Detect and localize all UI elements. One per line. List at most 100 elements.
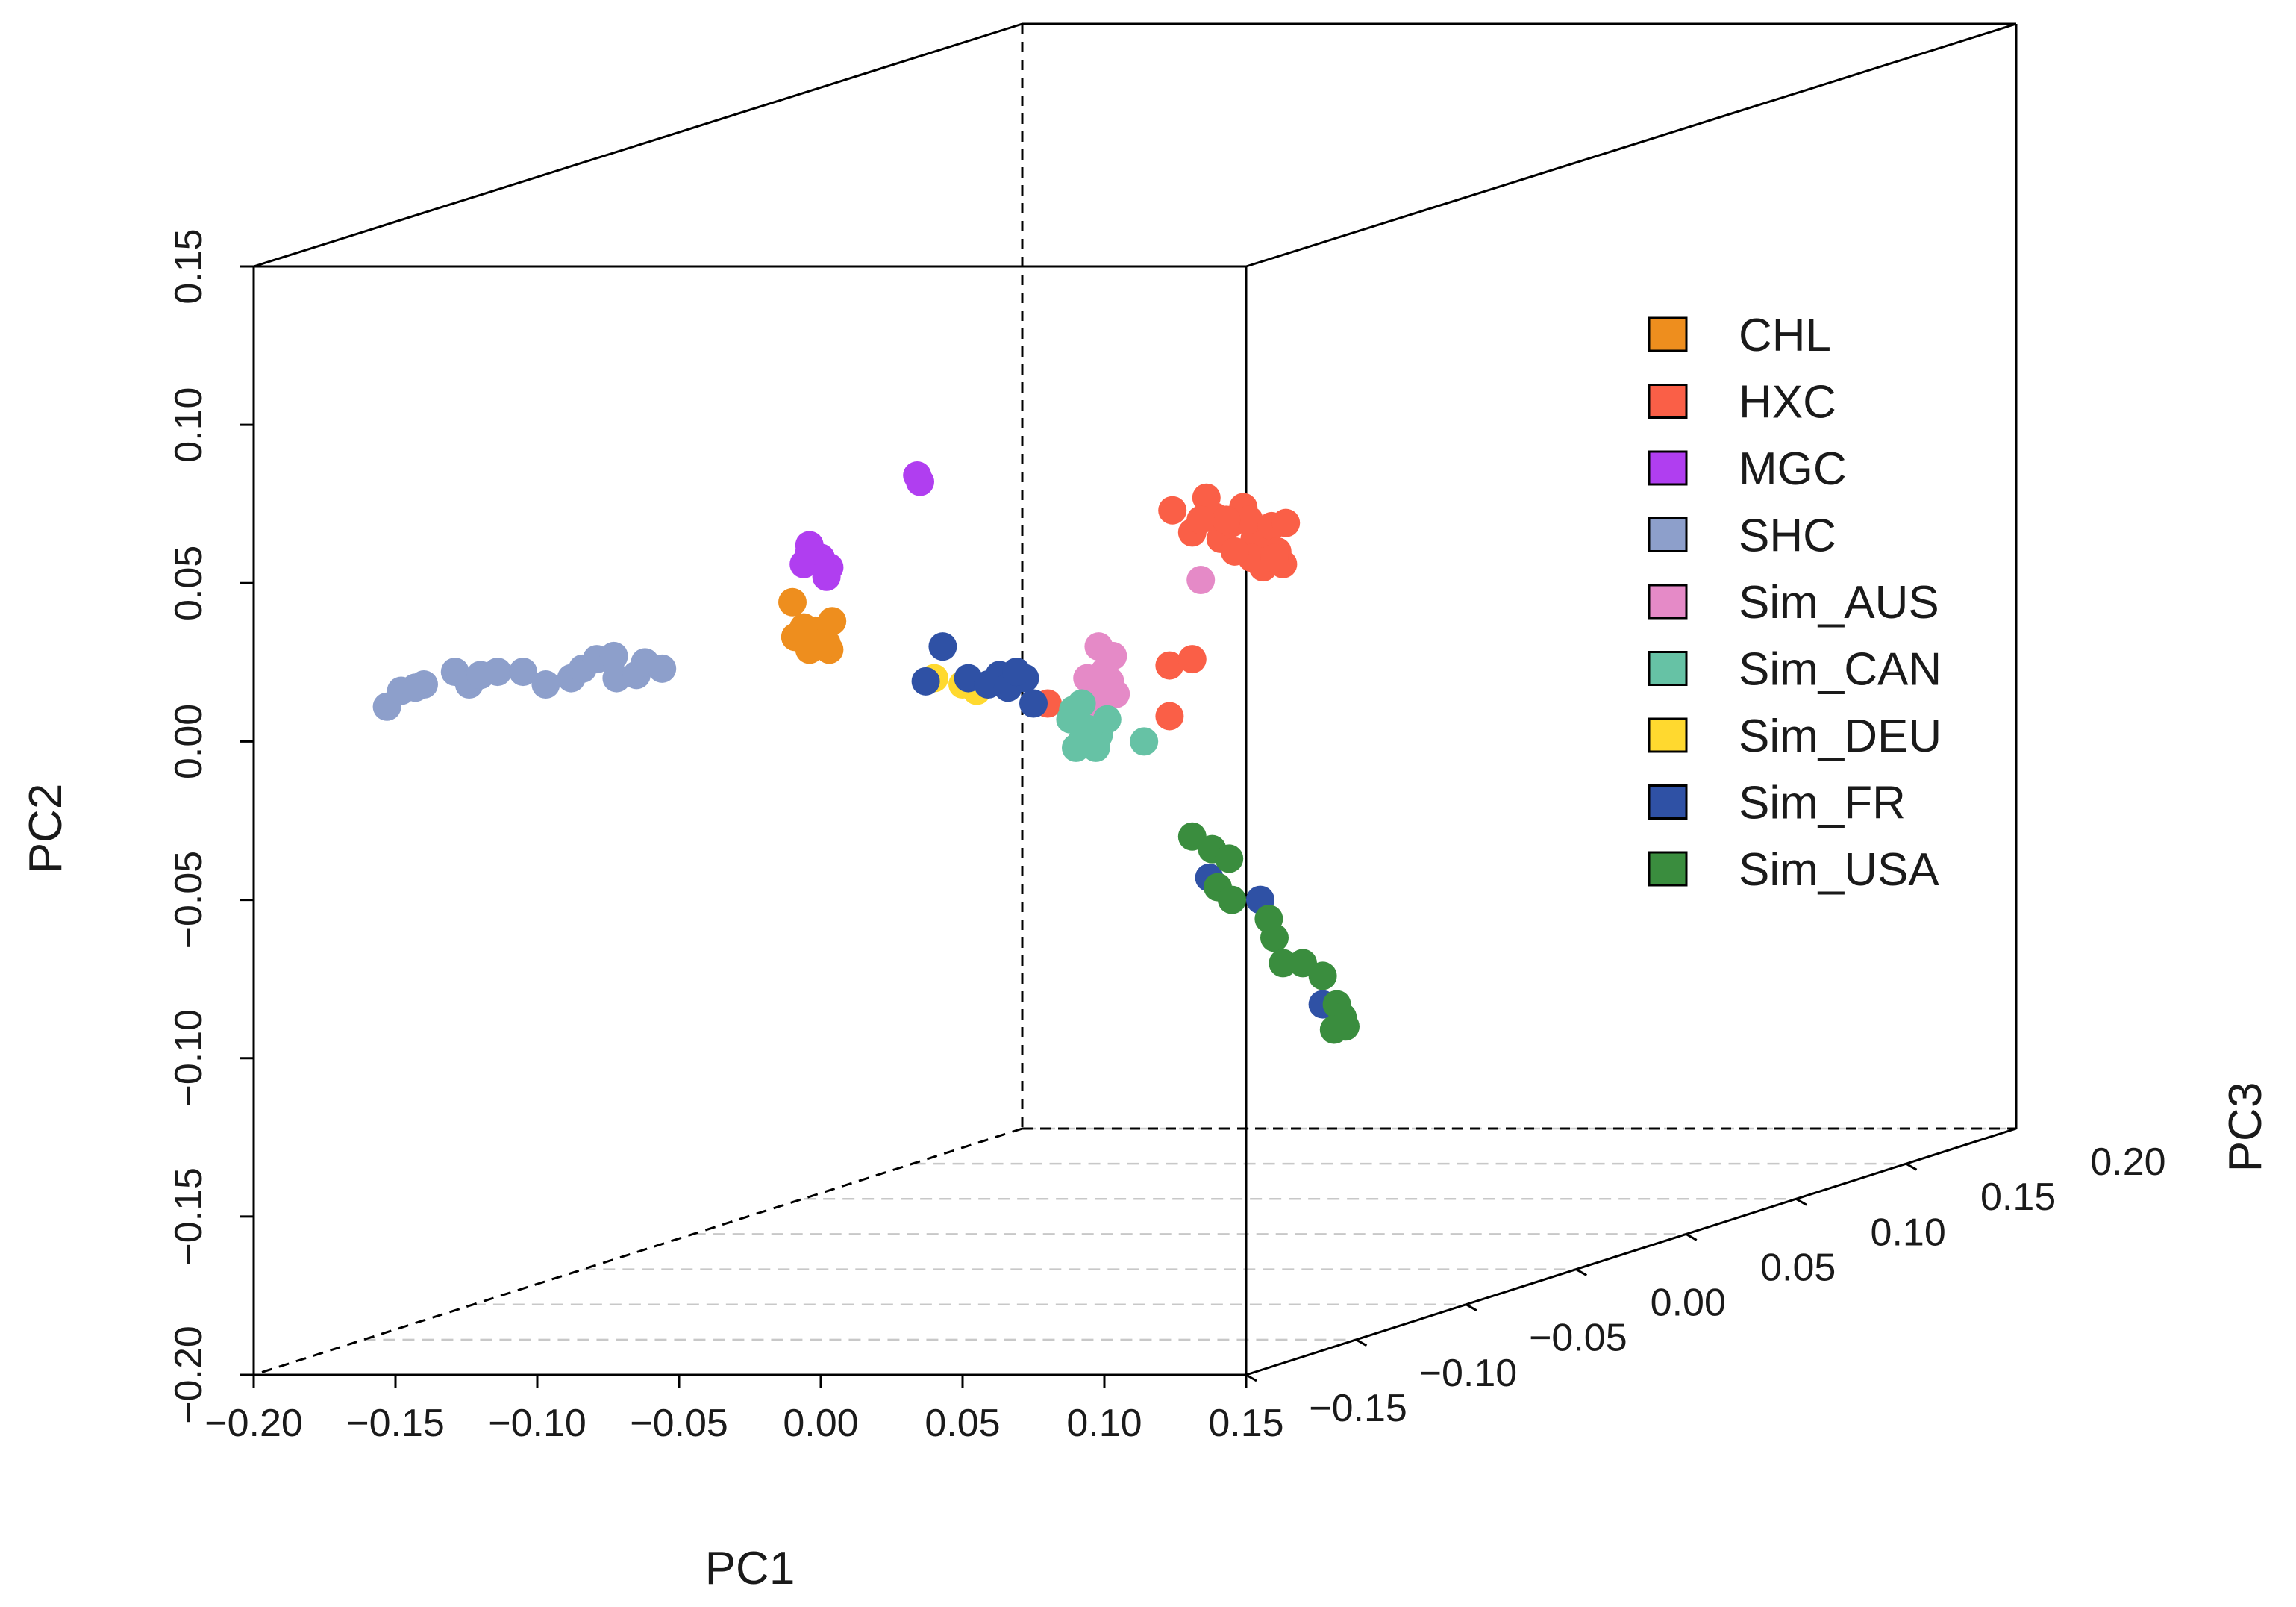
point-mgc xyxy=(812,562,841,591)
z-tick xyxy=(1575,1268,1588,1276)
point-shc xyxy=(599,641,628,670)
x-tick-label: −0.20 xyxy=(204,1402,303,1445)
point-hxc xyxy=(1186,505,1216,534)
z-tick-label: 0.15 xyxy=(1980,1176,2056,1219)
z-tick-label: −0.10 xyxy=(1419,1352,1518,1395)
point-shc xyxy=(483,658,512,687)
z-tick xyxy=(1466,1303,1477,1312)
z-axis-title: PC3 xyxy=(2220,1082,2271,1173)
z-tick xyxy=(1905,1162,1918,1171)
point-sim-can xyxy=(1130,727,1159,756)
point-chl xyxy=(812,628,841,658)
point-sim-aus xyxy=(1084,632,1113,661)
legend-swatch-chl xyxy=(1648,316,1688,352)
point-hxc xyxy=(1234,505,1263,534)
floor-grid xyxy=(363,1127,2016,1341)
z-tick xyxy=(1355,1338,1368,1347)
z-tick-label: 0.20 xyxy=(2090,1140,2165,1184)
point-sim-fr xyxy=(911,667,940,696)
point-sim-can xyxy=(1081,733,1110,762)
top-left-edge xyxy=(253,22,1023,268)
point-hxc xyxy=(1192,483,1221,512)
point-sim-fr xyxy=(928,632,957,661)
legend-label-chl: CHL xyxy=(1739,310,1831,361)
x-tick-label: −0.05 xyxy=(630,1402,728,1445)
y-tick-label: 0.15 xyxy=(167,228,210,304)
x-tick-label: −0.10 xyxy=(488,1402,586,1445)
legend-label-hxc: HXC xyxy=(1739,377,1836,428)
y-tick-label: 0.05 xyxy=(167,546,210,621)
legend-swatch-mgc xyxy=(1648,450,1688,486)
point-sim-can xyxy=(1092,705,1122,734)
legend-swatch-shc xyxy=(1648,517,1688,552)
left-floor-edge xyxy=(253,1127,1023,1376)
x-tick-label: −0.15 xyxy=(346,1402,445,1445)
point-sim-usa xyxy=(1331,1012,1360,1041)
point-sim-usa xyxy=(1308,961,1337,990)
point-sim-aus xyxy=(1186,566,1216,595)
legend-label-sim-aus: Sim_AUS xyxy=(1739,577,1939,628)
legend-label-mgc: MGC xyxy=(1739,443,1847,495)
point-hxc xyxy=(1177,645,1207,674)
point-shc xyxy=(531,670,560,699)
z-tick xyxy=(1685,1233,1698,1241)
front-face xyxy=(252,265,1248,1376)
z-tick-label: −0.15 xyxy=(1309,1387,1407,1430)
y-tick-label: 0.00 xyxy=(167,704,210,779)
z-tick-label: −0.05 xyxy=(1529,1317,1627,1360)
point-sim-fr xyxy=(1002,658,1031,687)
point-hxc xyxy=(1212,505,1241,534)
legend-swatch-sim-deu xyxy=(1648,717,1688,753)
y-tick-label: −0.20 xyxy=(167,1326,210,1424)
legend-label-sim-usa: Sim_USA xyxy=(1739,844,1939,896)
point-shc xyxy=(410,670,438,699)
legend-label-sim-fr: Sim_FR xyxy=(1739,778,1906,829)
point-mgc xyxy=(795,537,824,566)
point-sim-usa xyxy=(1215,844,1244,873)
point-shc xyxy=(509,658,537,687)
legend-label-sim-can: Sim_CAN xyxy=(1739,644,1942,696)
y-tick-label: −0.10 xyxy=(167,1009,210,1108)
point-sim-usa xyxy=(1218,885,1246,914)
pc3-axis: −0.15 −0.10 −0.05 0.00 0.05 0.10 0.15 0.20 xyxy=(1245,1140,2166,1430)
pc2-axis: −0.20 −0.15 −0.10 −0.05 0.00 0.05 0.10 0.15 xyxy=(167,228,254,1424)
y-tick-label: −0.15 xyxy=(167,1167,210,1266)
z-tick xyxy=(1245,1373,1257,1382)
legend-swatch-sim-can xyxy=(1648,651,1688,686)
point-hxc xyxy=(1155,651,1184,680)
point-sim-usa xyxy=(1269,949,1298,978)
z-tick-label: 0.00 xyxy=(1651,1282,1726,1325)
point-chl xyxy=(778,587,807,617)
legend-swatch-hxc xyxy=(1648,384,1688,419)
point-sim-fr xyxy=(1019,689,1048,718)
point-sim-aus xyxy=(1073,664,1102,693)
point-hxc xyxy=(1220,537,1249,566)
point-hxc xyxy=(1260,543,1289,572)
x-tick-label: 0.10 xyxy=(1066,1402,1142,1445)
legend-label-shc: SHC xyxy=(1739,511,1836,562)
back-edges xyxy=(253,24,2016,1376)
point-sim-usa xyxy=(1260,923,1289,952)
legend-swatch-sim-usa xyxy=(1648,851,1688,887)
legend-swatch-sim-fr xyxy=(1648,784,1688,820)
point-shc xyxy=(648,654,677,683)
y-tick-label: −0.05 xyxy=(167,851,210,949)
x-axis-title: PC1 xyxy=(705,1543,795,1594)
pc1-axis: −0.20 −0.15 −0.10 −0.05 0.00 0.05 0.10 0.15 xyxy=(204,1375,1284,1445)
legend-label-sim-deu: Sim_DEU xyxy=(1739,711,1942,762)
point-mgc xyxy=(906,467,934,496)
x-tick-label: 0.00 xyxy=(783,1402,858,1445)
point-chl xyxy=(818,607,847,636)
point-sim-aus xyxy=(1101,679,1130,708)
point-sim-can xyxy=(1059,696,1088,724)
point-hxc xyxy=(1158,496,1187,525)
point-sim-can xyxy=(1062,733,1090,762)
y-axis-title: PC2 xyxy=(20,784,72,874)
x-tick-label: 0.05 xyxy=(925,1402,1000,1445)
top-right-edge xyxy=(1245,22,2017,268)
z-tick xyxy=(1795,1197,1807,1206)
pc3-axis-line xyxy=(1245,1127,2017,1376)
box-frame xyxy=(252,22,2018,1376)
legend-swatch-sim-aus xyxy=(1648,584,1688,620)
